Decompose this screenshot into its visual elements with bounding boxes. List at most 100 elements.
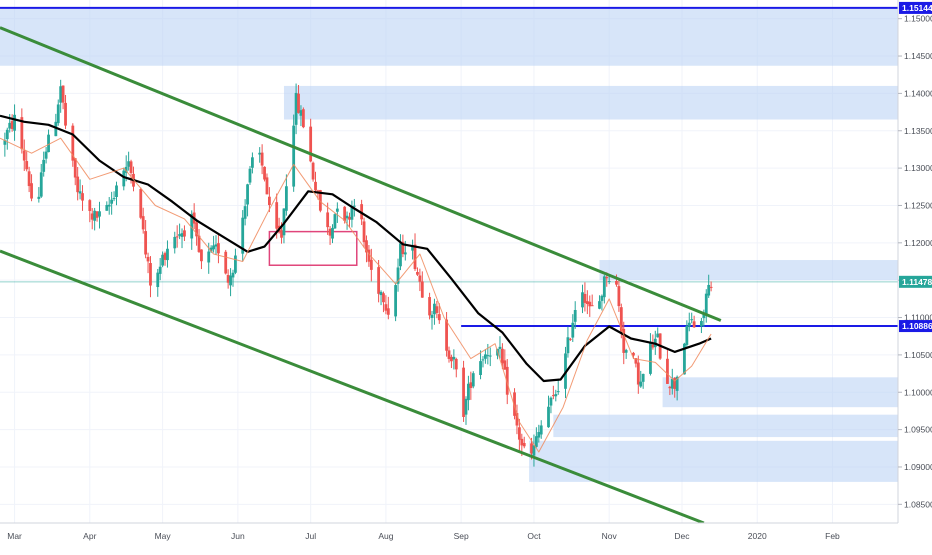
- candle-bearish: [260, 144, 264, 175]
- price-tick-label: 1.13000: [904, 163, 932, 173]
- candle-bullish: [37, 187, 41, 203]
- candle-bullish: [394, 282, 398, 322]
- candle-bearish: [517, 418, 521, 452]
- candle-bullish: [656, 327, 660, 338]
- candle-body: [479, 361, 482, 376]
- candle-bullish: [549, 396, 553, 414]
- candle-layer: [3, 79, 713, 467]
- time-axis-background: [0, 523, 932, 550]
- candle-bullish: [110, 191, 114, 215]
- candle-body: [481, 359, 485, 361]
- candle-bearish: [141, 207, 145, 234]
- trend-line-layer: [0, 26, 722, 525]
- candle-body: [700, 320, 703, 327]
- candle-bullish: [379, 290, 383, 306]
- candle-bearish: [265, 173, 269, 195]
- candle-bearish: [195, 218, 198, 246]
- candle-body: [399, 243, 402, 267]
- moving-average-fast: [0, 137, 712, 453]
- candle-body: [27, 171, 31, 187]
- candle-body: [428, 297, 431, 316]
- candle-bearish: [90, 208, 94, 230]
- candle-bearish: [420, 271, 424, 298]
- candle-bullish: [93, 207, 97, 231]
- candle-bullish: [624, 348, 628, 359]
- candle-body: [209, 247, 213, 252]
- candle-body: [581, 292, 584, 308]
- candle-bullish: [243, 199, 247, 226]
- candle-body: [532, 445, 536, 456]
- candle-bullish: [539, 420, 543, 439]
- candle-bullish: [581, 284, 584, 314]
- candle-bullish: [639, 370, 643, 388]
- candle-body: [98, 211, 101, 217]
- candle-body: [534, 436, 538, 447]
- candle-body: [651, 344, 655, 348]
- candle-body: [632, 352, 635, 356]
- candle-bearish: [384, 295, 388, 315]
- highlight-rectangle: [268, 230, 358, 266]
- candle-bearish: [418, 268, 422, 292]
- candle-bullish: [284, 174, 288, 216]
- candle-bearish: [81, 185, 84, 211]
- candle-bullish: [105, 201, 109, 211]
- candle-body: [248, 168, 252, 183]
- candle-body: [537, 432, 541, 438]
- candle-body: [93, 210, 97, 221]
- candle-body: [666, 358, 669, 384]
- candle-bullish: [299, 105, 303, 127]
- candle-body: [549, 397, 553, 406]
- candle-bullish: [127, 151, 131, 171]
- candle-bullish: [251, 152, 254, 174]
- candle-bearish: [71, 123, 75, 167]
- time-tick-label: Aug: [378, 531, 393, 541]
- candle-body: [333, 214, 337, 229]
- time-tick-label: 2020: [748, 531, 767, 541]
- candle-bearish: [445, 312, 448, 357]
- candle-bullish: [433, 298, 436, 325]
- candle-bearish: [450, 354, 453, 369]
- time-tick-label: Mar: [7, 531, 22, 541]
- candle-body: [401, 241, 405, 255]
- candle-body: [311, 162, 315, 180]
- candle-body: [127, 161, 131, 167]
- candle-body: [488, 355, 492, 357]
- candle-bullish: [246, 183, 249, 217]
- time-tick-label: Jun: [231, 531, 245, 541]
- candle-bearish: [447, 346, 451, 363]
- candle-bullish: [156, 268, 160, 297]
- candle-body: [90, 213, 94, 220]
- candle-body: [670, 379, 674, 389]
- candle-body: [554, 394, 558, 397]
- candle-body: [166, 248, 169, 261]
- candle-bullish: [248, 165, 252, 185]
- candle-body: [639, 381, 643, 387]
- candle-body: [568, 338, 572, 340]
- time-tick-label: May: [155, 531, 172, 541]
- candle-body: [447, 350, 451, 359]
- candle-body: [88, 200, 92, 212]
- candle-body: [445, 319, 448, 351]
- candle-bearish: [268, 187, 271, 213]
- candle-bearish: [76, 167, 80, 201]
- candle-body: [619, 307, 623, 332]
- candle-bullish: [600, 294, 604, 311]
- candle-bullish: [54, 113, 58, 137]
- candle-body: [73, 158, 77, 178]
- candle-bullish: [690, 312, 694, 324]
- candle-body: [452, 356, 456, 360]
- candle-body: [403, 252, 407, 255]
- candle-body: [503, 360, 507, 370]
- candle-bullish: [641, 373, 645, 389]
- candle-bullish: [229, 268, 232, 297]
- candle-bullish: [107, 197, 111, 215]
- candle-body: [437, 314, 441, 321]
- candle-bullish: [214, 235, 218, 255]
- candle-body: [10, 121, 14, 129]
- candle-bullish: [471, 371, 475, 389]
- candle-bullish: [78, 179, 82, 200]
- candle-bearish: [10, 114, 14, 132]
- candle-bearish: [709, 281, 713, 292]
